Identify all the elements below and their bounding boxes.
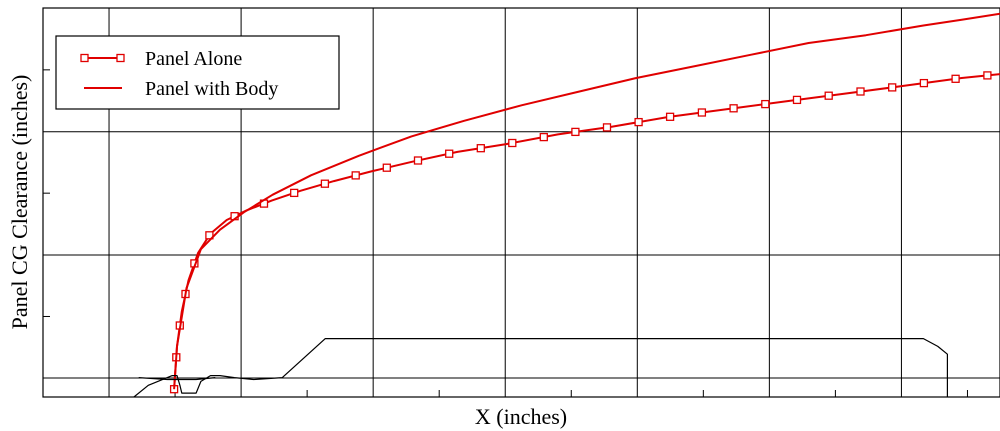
series-0-marker-21 xyxy=(697,108,707,117)
series-0-marker-11 xyxy=(382,163,391,172)
series-0-marker-16 xyxy=(539,132,548,142)
series-0-marker-29 xyxy=(951,74,960,83)
x-axis-label: X (inches) xyxy=(475,404,567,429)
series-0-marker-26 xyxy=(856,87,865,96)
series-0-marker-14 xyxy=(476,144,485,153)
legend-entry-panel-with-body: Panel with Body xyxy=(84,78,278,100)
legend-label-panel-with-body: Panel with Body xyxy=(145,78,278,100)
legend-entry-panel-alone: Panel Alone xyxy=(80,48,242,70)
axis-ticks xyxy=(43,69,968,397)
legend-marker-right xyxy=(116,53,125,63)
series-0-marker-19 xyxy=(634,117,643,127)
legend: Panel Alone Panel with Body xyxy=(55,35,340,110)
series-0-marker-10 xyxy=(351,171,360,180)
series-0-marker-30 xyxy=(983,71,992,80)
series-0-marker-23 xyxy=(761,99,770,109)
series-0-marker-27 xyxy=(888,83,897,92)
series-0-marker-15 xyxy=(508,138,517,148)
series-0-marker-25 xyxy=(824,91,833,100)
series-0-marker-12 xyxy=(413,156,423,165)
series-0-marker-17 xyxy=(571,127,580,137)
legend-marker-left xyxy=(80,53,89,63)
series-line-2 xyxy=(133,338,949,398)
series-0-marker-20 xyxy=(665,112,675,121)
series-0-marker-13 xyxy=(445,149,454,158)
series-0-marker-8 xyxy=(290,188,299,198)
series-0-marker-28 xyxy=(919,78,929,88)
series-line-3 xyxy=(138,377,216,381)
legend-box xyxy=(55,35,340,110)
y-axis-label: Panel CG Clearance (inches) xyxy=(7,75,32,330)
legend-label-panel-alone: Panel Alone xyxy=(145,48,242,70)
series-line-1 xyxy=(173,12,1000,390)
series-0-marker-5 xyxy=(205,231,214,240)
series-0-marker-9 xyxy=(320,179,330,188)
series-layer xyxy=(133,12,1000,398)
series-0-marker-22 xyxy=(729,104,738,113)
series-0-marker-24 xyxy=(792,95,802,105)
series-0-marker-18 xyxy=(602,123,612,132)
